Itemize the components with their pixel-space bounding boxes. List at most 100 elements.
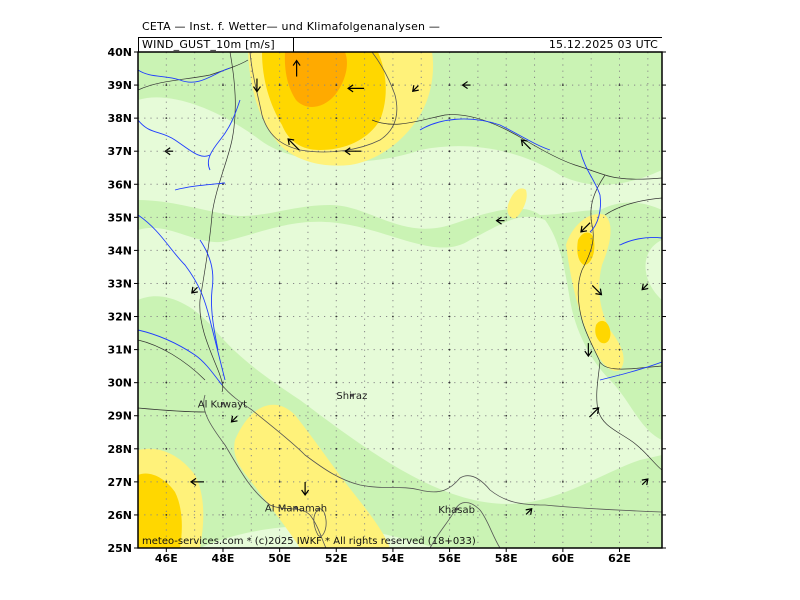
lon-tick-label: 46E xyxy=(155,552,178,565)
wind-arrow xyxy=(189,477,204,486)
calm-point xyxy=(505,84,508,86)
wind-arrows xyxy=(164,59,649,515)
lat-tick-label: 40N xyxy=(107,46,132,59)
city-label: Shiraz xyxy=(336,391,367,402)
calm-point xyxy=(165,315,168,318)
calm-point xyxy=(505,117,508,120)
calm-point xyxy=(448,282,451,285)
calm-point xyxy=(392,282,394,285)
city-marker xyxy=(294,506,298,510)
gust-band-light-yellow-gulf xyxy=(234,404,390,548)
calm-point xyxy=(335,480,338,483)
calm-point xyxy=(165,117,168,120)
calm-point xyxy=(505,480,508,483)
gust-band-yellow-east xyxy=(577,232,595,265)
river-karun xyxy=(199,239,219,351)
calm-point xyxy=(561,447,564,450)
wind-arrow xyxy=(525,508,533,515)
lat-tick-label: 26N xyxy=(107,509,132,522)
parameter-box-right xyxy=(293,37,294,52)
lat-tick-label: 31N xyxy=(107,344,132,357)
lat-tick-label: 30N xyxy=(107,377,132,390)
calm-point xyxy=(165,84,168,86)
lon-tick-label: 62E xyxy=(608,552,631,565)
calm-point xyxy=(278,381,281,384)
gust-field xyxy=(138,52,662,548)
latitude-ticks: 25N 26N 27N 28N 29N 30N 31N 32N 33N 34N 35N 36N 37N 3… xyxy=(107,46,666,555)
afghanistan-border xyxy=(577,174,662,370)
calm-point xyxy=(278,183,281,186)
calm-point xyxy=(618,447,621,450)
river-aras xyxy=(138,67,231,83)
calm-point xyxy=(505,282,508,285)
wind-arrow xyxy=(230,415,238,423)
calm-point xyxy=(278,447,281,450)
calm-point xyxy=(392,216,394,219)
calm-point xyxy=(278,315,281,318)
wind-arrow xyxy=(589,407,600,418)
calm-point xyxy=(505,348,508,351)
calm-point xyxy=(448,348,451,351)
calm-point xyxy=(278,249,281,252)
calm-point xyxy=(392,84,394,86)
calm-point xyxy=(278,216,281,219)
calm-point xyxy=(505,381,508,384)
calm-point xyxy=(448,514,451,516)
lon-tick-label: 56E xyxy=(438,552,461,565)
wind-arrow xyxy=(495,216,505,225)
calm-point xyxy=(505,414,508,417)
calm-point xyxy=(392,480,394,483)
calm-point xyxy=(505,183,508,186)
calm-point xyxy=(278,117,281,120)
lon-tick-label: 58E xyxy=(495,552,518,565)
calm-point xyxy=(561,381,564,384)
lon-tick-label: 54E xyxy=(382,552,405,565)
calm-point xyxy=(165,348,168,351)
river-iraq-1 xyxy=(138,119,211,157)
city-marker xyxy=(455,507,459,511)
calm-point xyxy=(392,514,394,516)
wind-arrow xyxy=(347,84,365,93)
calm-point xyxy=(448,216,451,219)
calm-point xyxy=(505,249,508,252)
grid-dots xyxy=(165,84,621,516)
calm-point xyxy=(222,414,224,417)
calm-point xyxy=(222,183,224,186)
calm-point xyxy=(618,150,621,153)
calm-point xyxy=(335,84,338,86)
calm-point xyxy=(561,249,564,252)
calm-point xyxy=(335,216,338,219)
calm-point xyxy=(165,249,168,252)
calm-point xyxy=(561,282,564,285)
calm-point xyxy=(618,414,621,417)
lat-tick-label: 37N xyxy=(107,145,132,158)
lat-tick-label: 25N xyxy=(107,542,132,555)
calm-point xyxy=(392,117,394,120)
calm-point xyxy=(392,315,394,318)
calm-point xyxy=(335,414,338,417)
city-label: Al Kuwayt xyxy=(198,399,247,410)
calm-point xyxy=(392,381,394,384)
river-mashkel xyxy=(599,361,662,381)
calm-point xyxy=(222,480,224,483)
calm-point xyxy=(335,282,338,285)
calm-point xyxy=(278,84,281,86)
turkmenistan-border xyxy=(371,114,662,180)
header-divider xyxy=(138,37,139,52)
calm-point xyxy=(618,381,621,384)
city-label: Al Manamah xyxy=(265,504,327,515)
calm-point xyxy=(335,514,338,516)
calm-point xyxy=(222,315,224,318)
lat-tick-label: 27N xyxy=(107,476,132,489)
calm-point xyxy=(618,216,621,219)
lat-tick-label: 29N xyxy=(107,410,132,423)
saudi-iraq-border xyxy=(138,339,206,381)
calm-point xyxy=(335,183,338,186)
calm-point xyxy=(222,216,224,219)
header-institute: CETA — Inst. f. Wetter— und Klimafolgena… xyxy=(142,20,441,33)
calm-point xyxy=(392,249,394,252)
calm-point xyxy=(561,117,564,120)
lon-tick-label: 60E xyxy=(551,552,574,565)
wind-arrow xyxy=(580,222,591,233)
